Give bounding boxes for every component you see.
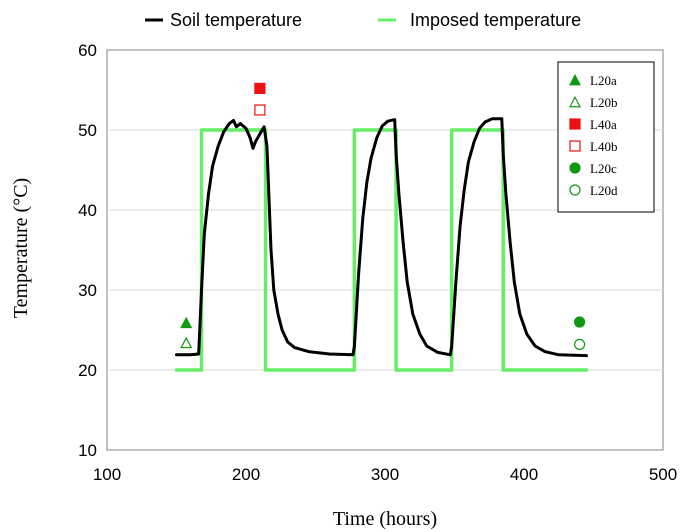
legend-label: Imposed temperature [410, 10, 581, 30]
marker-legend: L20a L20b L40a L40b L20c L20d [569, 73, 618, 198]
legend-label: Soil temperature [170, 10, 302, 30]
x-tick-label: 100 [93, 465, 121, 484]
l40b-marker [254, 104, 266, 116]
legend-label: L20b [590, 95, 617, 110]
legend-label: L40b [590, 139, 617, 154]
x-tick-label: 400 [510, 465, 538, 484]
l40a-marker [254, 82, 266, 95]
legend-label: L20d [590, 183, 618, 198]
series-lines [174, 117, 589, 372]
imposed-temperature-line [174, 128, 589, 372]
x-tick-labels: 100 200 300 400 500 [93, 465, 677, 484]
y-tick-label: 30 [78, 281, 97, 300]
x-axis-title: Time (hours) [333, 508, 437, 530]
y-tick-labels: 10 20 30 40 50 60 [78, 41, 97, 460]
legend-l20a-swatch [569, 73, 581, 86]
legend-l20c-swatch [569, 162, 581, 174]
x-tick-label: 200 [232, 465, 260, 484]
y-tick-label: 60 [78, 41, 97, 60]
l20c-marker [573, 316, 586, 328]
y-tick-label: 40 [78, 201, 97, 220]
y-tick-label: 50 [78, 121, 97, 140]
top-legend: Soil temperature Imposed temperature [145, 10, 581, 30]
l20a-marker [180, 316, 193, 329]
x-tick-label: 500 [649, 465, 677, 484]
soil-temperature-line [175, 117, 588, 358]
y-tick-label: 10 [78, 441, 97, 460]
legend-l40b-swatch [569, 140, 581, 152]
legend-l40a-swatch [569, 118, 581, 130]
x-tick-label: 300 [371, 465, 399, 484]
series-markers [180, 82, 586, 350]
legend-label: L20c [590, 161, 617, 176]
legend-l20d-swatch [569, 184, 581, 196]
legend-label: L20a [590, 73, 617, 88]
legend-label: L40a [590, 117, 617, 132]
l20b-marker [180, 336, 193, 349]
legend-l20b-swatch [569, 95, 581, 108]
y-axis-title: Temperature (°C) [10, 178, 32, 318]
l20d-marker [573, 338, 586, 350]
y-tick-label: 20 [78, 361, 97, 380]
